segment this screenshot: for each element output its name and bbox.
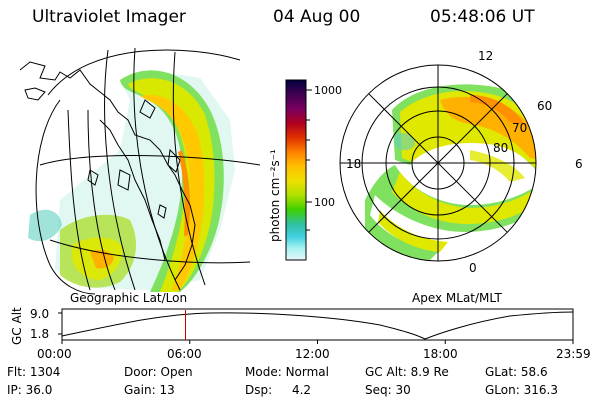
- info-ip: IP: 36.0: [7, 383, 53, 397]
- timeline-xtick-3: 18:00: [423, 347, 458, 361]
- info-door: Door: Open: [124, 365, 193, 379]
- colorbar-tick-1000: 1000: [314, 84, 342, 97]
- geographic-image: [28, 70, 235, 292]
- mlat-label-60: 60: [537, 99, 552, 113]
- timeline-xtick-1: 06:00: [167, 347, 202, 361]
- mlat-label-80: 80: [493, 141, 508, 155]
- polar-grid: [339, 64, 537, 262]
- info-gc-alt: GC Alt: 8.9 Re: [365, 365, 449, 379]
- mlt-label-18: 18: [346, 157, 361, 171]
- info-mode: Mode: Normal: [245, 365, 329, 379]
- color-scale-bar: [285, 79, 307, 261]
- latlon-grid: [39, 47, 261, 291]
- apex-caption: Apex MLat/MLT: [412, 291, 502, 305]
- info-seq: Seq: 30: [365, 383, 411, 397]
- colorbar-tick-100: 100: [314, 196, 335, 209]
- date-label: 04 Aug 00: [273, 7, 361, 27]
- info-flt: Flt: 1304: [7, 365, 61, 379]
- timeline-ytick-max: 9.0: [30, 307, 49, 321]
- timeline-xtick-4: 23:59: [556, 347, 591, 361]
- mlt-label-6: 6: [575, 157, 583, 171]
- timeline-ytick-min: 1.8: [30, 327, 49, 341]
- mlt-label-0: 0: [469, 261, 477, 275]
- info-glon: GLon: 316.3: [485, 383, 558, 397]
- info-glat: GLat: 58.6: [485, 365, 548, 379]
- info-dsp: Dsp: 4.2: [245, 383, 312, 397]
- time-label: 05:48:06 UT: [430, 7, 535, 27]
- coastlines: [19, 61, 196, 281]
- timeline-xtick-0: 00:00: [37, 347, 72, 361]
- altitude-timeline-frame: [61, 308, 574, 341]
- info-gain: Gain: 13: [124, 383, 175, 397]
- geographic-caption: Geographic Lat/Lon: [70, 291, 187, 305]
- colorbar-units-label: photon cm⁻²s⁻¹: [268, 149, 282, 242]
- mlt-label-12: 12: [478, 49, 493, 63]
- instrument-title: Ultraviolet Imager: [32, 7, 186, 27]
- timeline-axis-label: GC Alt: [10, 307, 24, 345]
- timeline-xtick-2: 12:00: [295, 347, 330, 361]
- altitude-curve: [61, 311, 574, 340]
- mlat-label-70: 70: [512, 121, 527, 135]
